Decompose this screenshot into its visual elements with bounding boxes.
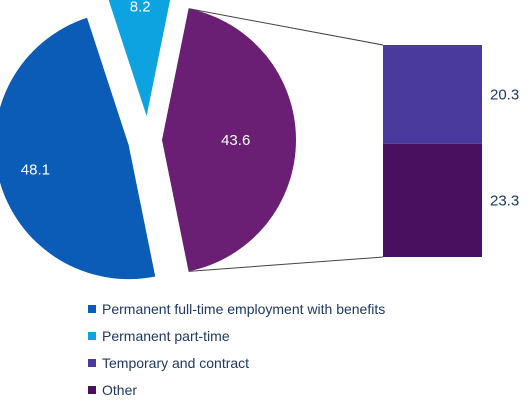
legend-item-part-time: Permanent part-time bbox=[88, 322, 385, 349]
pie-label-other-group: 43.6 bbox=[221, 132, 250, 149]
pie-slice-full-time bbox=[0, 17, 156, 280]
bar-label-other: 23.3 bbox=[490, 192, 519, 209]
legend-label-full-time: Permanent full-time employment with bene… bbox=[102, 300, 386, 317]
legend-swatch-part-time bbox=[88, 331, 96, 340]
bar-segment-other bbox=[383, 143, 482, 257]
connector-line-top bbox=[188, 8, 384, 46]
chart-legend: Permanent full-time employment with bene… bbox=[88, 295, 385, 403]
legend-swatch-other bbox=[88, 385, 96, 394]
legend-label-part-time: Permanent part-time bbox=[102, 327, 230, 344]
pie-slice-part-time bbox=[108, 0, 171, 117]
pie-label-full-time: 48.1 bbox=[21, 162, 50, 179]
bar-label-temporary: 20.3 bbox=[490, 86, 519, 103]
legend-swatch-full-time bbox=[88, 304, 96, 313]
legend-swatch-temporary bbox=[88, 358, 96, 367]
legend-item-other: Other bbox=[88, 376, 385, 403]
legend-item-full-time: Permanent full-time employment with bene… bbox=[88, 295, 385, 322]
legend-label-temporary: Temporary and contract bbox=[102, 354, 250, 371]
bar-segment-temporary bbox=[383, 45, 482, 144]
legend-label-other: Other bbox=[102, 381, 138, 398]
pie-label-part-time: 8.2 bbox=[130, 0, 151, 15]
pie-of-bar-chart: 43.6 48.1 8.2 20.3 23.3 bbox=[0, 0, 519, 280]
pie-slice-other-group bbox=[162, 8, 296, 272]
connector-line-bottom bbox=[188, 256, 384, 272]
legend-item-temporary: Temporary and contract bbox=[88, 349, 385, 376]
